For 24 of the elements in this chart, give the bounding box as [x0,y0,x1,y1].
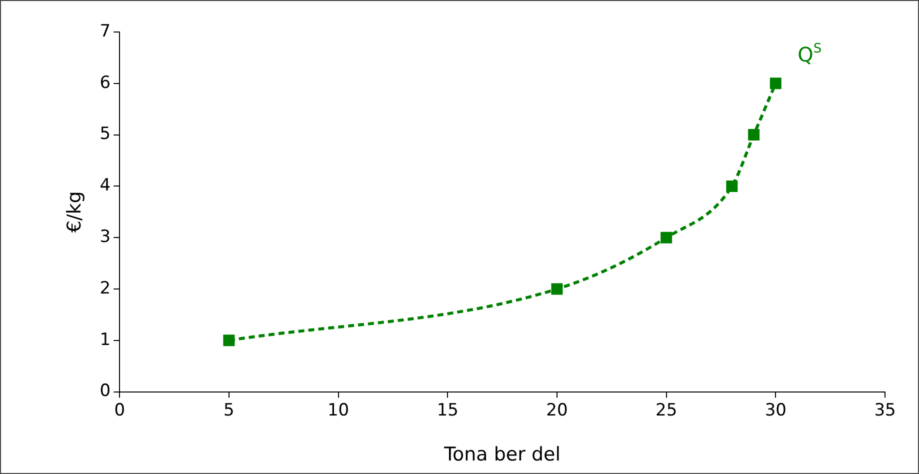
point [551,283,563,295]
point [223,334,235,346]
y-tick-label: 7 [100,21,111,42]
x-tick-label: 30 [764,400,786,420]
y-tick-label: 1 [100,330,111,350]
x-tick-label: 35 [874,400,896,420]
point [660,232,672,244]
x-axis-title: Tona ber del [443,444,560,466]
y-tick-label: 4 [100,176,111,196]
x-tick-label: 20 [546,400,568,420]
x-tick-label: 25 [656,400,678,420]
point [770,78,782,90]
x-tick-label: 5 [224,400,234,420]
x-tick-label: 10 [327,400,350,420]
y-tick-label: 0 [100,381,111,402]
y-axis-title: €/kg [63,191,86,233]
y-tick-label: 2 [100,278,111,298]
y-tick-label: 5 [100,124,111,144]
point [726,180,738,192]
y-tick-label: 3 [100,227,111,248]
point [748,129,760,141]
y-tick-label: 6 [100,72,111,93]
x-tick-label: 0 [114,400,126,420]
x-tick-label: 15 [436,400,458,420]
